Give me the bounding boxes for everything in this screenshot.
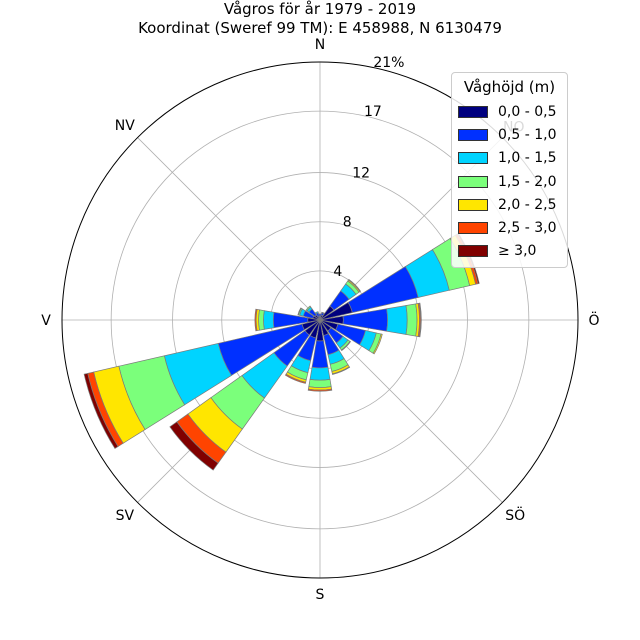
rose-bar-segment xyxy=(169,421,219,471)
legend-swatch xyxy=(458,105,488,118)
grid-spoke xyxy=(319,319,503,503)
direction-label: V xyxy=(41,313,51,329)
rose-bar-segment xyxy=(372,333,383,355)
legend-swatch xyxy=(458,128,488,141)
rose-bar-segment xyxy=(314,311,319,315)
grid-spoke xyxy=(137,137,321,321)
direction-label: NV xyxy=(115,118,135,134)
legend-label: 2,0 - 2,5 xyxy=(498,196,557,213)
legend-entry: 0,0 - 0,5 xyxy=(452,100,567,123)
direction-label: S xyxy=(316,587,325,603)
rose-bar-segment xyxy=(321,311,325,315)
chart-title: Vågros för år 1979 - 2019 xyxy=(223,0,417,18)
direction-label: SÖ xyxy=(505,506,525,524)
legend-label: 1,0 - 1,5 xyxy=(498,150,557,167)
rose-bar-segment xyxy=(309,366,331,381)
radial-tick-label: 8 xyxy=(343,215,352,231)
rose-bar-segment xyxy=(254,308,258,332)
rose-bar-segment xyxy=(307,388,333,392)
legend-entry: 1,0 - 1,5 xyxy=(452,147,567,170)
rose-bar-segment xyxy=(340,340,352,352)
legend-title: Våghöjd (m) xyxy=(463,78,556,96)
legend: Våghöjd (m) 0,0 - 0,5 0,5 - 1,0 1,0 - 1,5 1… xyxy=(451,72,568,268)
radial-tick-label: 17 xyxy=(364,104,382,120)
legend-swatch xyxy=(458,198,488,211)
chart-subtitle: Koordinat (Sweref 99 TM): E 458988, N 61… xyxy=(138,19,502,37)
legend-label: 2,5 - 3,0 xyxy=(498,220,557,237)
rose-bar-segment xyxy=(386,305,408,335)
legend-entry: 2,5 - 3,0 xyxy=(452,216,567,239)
legend-label: ≥ 3,0 xyxy=(498,243,537,260)
rose-bar-segment xyxy=(308,378,332,388)
legend-label: 1,5 - 2,0 xyxy=(498,173,557,190)
rose-bar-segment xyxy=(418,302,422,338)
legend-entries: 0,0 - 0,5 0,5 - 1,0 1,0 - 1,5 1,5 - 2,0 2,0 … xyxy=(452,100,567,263)
radial-tick-label: 21% xyxy=(373,55,404,71)
outer-circle xyxy=(61,61,579,579)
rose-bar-segment xyxy=(284,373,307,384)
rose-bars xyxy=(83,232,480,471)
rose-bar-segment xyxy=(297,307,302,316)
legend-entry: 0,5 - 1,0 xyxy=(452,123,567,146)
rose-bar-segment xyxy=(348,278,362,292)
legend-entry: 1,5 - 2,0 xyxy=(452,170,567,193)
direction-label: SV xyxy=(116,508,135,524)
radial-tick-label: 12 xyxy=(352,166,370,182)
legend-swatch xyxy=(458,175,488,188)
legend-swatch xyxy=(458,245,488,258)
rose-bar-segment xyxy=(305,305,312,312)
legend-label: 0,5 - 1,0 xyxy=(498,126,557,143)
legend-swatch xyxy=(458,222,488,235)
rose-bar-segment xyxy=(263,310,275,330)
legend-entry: ≥ 3,0 xyxy=(452,240,567,263)
rose-bar-segment xyxy=(331,366,351,375)
rose-bar-segment xyxy=(83,372,119,449)
rose-bar-segment xyxy=(318,313,322,317)
legend-swatch xyxy=(458,152,488,165)
legend-label: 0,0 - 0,5 xyxy=(498,103,557,120)
direction-label: Ö xyxy=(588,311,599,329)
direction-label: N xyxy=(315,37,325,53)
legend-entry: 2,0 - 2,5 xyxy=(452,193,567,216)
radial-tick-label: 4 xyxy=(333,264,342,280)
rose-bar-segment xyxy=(405,303,418,337)
rose-bar-segment xyxy=(258,309,265,331)
